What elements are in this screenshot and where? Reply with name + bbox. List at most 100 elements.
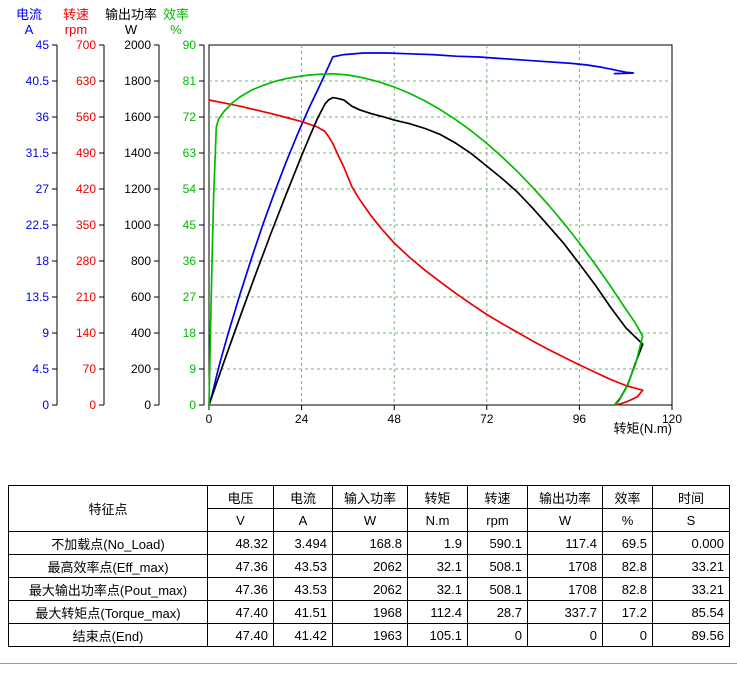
y-tick-label-efficiency: 90 [183, 38, 197, 52]
value-cell: 82.8 [602, 554, 653, 578]
y-tick-label-speed: 630 [76, 74, 96, 88]
curve-power-out [208, 96, 644, 406]
y-axis-title-speed: 转速 [63, 7, 89, 22]
table-row: 最大输出功率点(Pout_max) 47.36 43.53 2062 32.1 508.1… [8, 577, 730, 601]
characteristic-points-table: 特征点 电压 电流 输入功率 转矩 转速 输出功率 效率 时间 V A W N.m rpm W% S 不加载点(… [8, 485, 730, 647]
value-cell: 1708 [527, 577, 603, 601]
value-cell: 1963 [332, 623, 408, 647]
table-row: 最大转矩点(Torque_max) 47.40 41.51 1968 112.4 28.7… [8, 600, 730, 624]
curve-efficiency [208, 72, 644, 406]
value-cell: 0 [467, 623, 528, 647]
y-tick-label-power-out: 400 [131, 326, 151, 340]
y-tick-label-power-out: 1800 [124, 74, 151, 88]
column-unit: rpm [467, 508, 528, 532]
value-cell: 41.51 [273, 600, 333, 624]
value-cell: 17.2 [602, 600, 653, 624]
column-header: 输出功率 [527, 485, 603, 509]
value-cell: 0 [602, 623, 653, 647]
y-tick-label-power-out: 1400 [124, 146, 151, 160]
value-cell: 590.1 [467, 531, 528, 555]
y-tick-label-power-out: 800 [131, 254, 151, 268]
y-tick-label-speed: 560 [76, 110, 96, 124]
y-tick-label-current: 18 [36, 254, 50, 268]
row-label: 最高效率点(Eff_max) [8, 554, 208, 578]
bottom-divider [0, 663, 737, 664]
y-tick-label-speed: 70 [83, 362, 97, 376]
value-cell: 41.42 [273, 623, 333, 647]
column-unit: N.m [407, 508, 468, 532]
column-unit: W [527, 508, 603, 532]
y-tick-label-speed: 280 [76, 254, 96, 268]
characteristic-table-area: 特征点 电压 电流 输入功率 转矩 转速 输出功率 效率 时间 V A W N.m rpm W% S 不加载点(… [8, 485, 737, 647]
value-cell: 117.4 [527, 531, 603, 555]
y-tick-label-power-out: 200 [131, 362, 151, 376]
table-row: 结束点(End) 47.40 41.42 1963 105.1 0 0 0 89.56 [8, 623, 730, 647]
y-tick-label-current: 40.5 [26, 74, 50, 88]
value-cell: 32.1 [407, 554, 468, 578]
y-axis-title-efficiency: 效率 [163, 7, 189, 22]
y-tick-label-current: 31.5 [26, 146, 50, 160]
row-label: 不加载点(No_Load) [8, 531, 208, 555]
curve-speed [208, 99, 644, 406]
value-cell: 89.56 [652, 623, 730, 647]
y-tick-label-efficiency: 0 [189, 398, 196, 412]
value-cell: 32.1 [407, 577, 468, 601]
y-tick-label-efficiency: 9 [189, 362, 196, 376]
value-cell: 0 [527, 623, 603, 647]
value-cell: 508.1 [467, 577, 528, 601]
y-tick-label-speed: 140 [76, 326, 96, 340]
y-tick-label-efficiency: 72 [183, 110, 197, 124]
value-cell: 85.54 [652, 600, 730, 624]
value-cell: 33.21 [652, 577, 730, 601]
value-cell: 2062 [332, 577, 408, 601]
value-cell: 33.21 [652, 554, 730, 578]
value-cell: 168.8 [332, 531, 408, 555]
value-cell: 1968 [332, 600, 408, 624]
value-cell: 47.40 [207, 600, 274, 624]
y-axis-unit-current: A [25, 22, 34, 37]
corner-header: 特征点 [8, 485, 208, 532]
y-tick-label-current: 0 [42, 398, 49, 412]
value-cell: 105.1 [407, 623, 468, 647]
value-cell: 69.5 [602, 531, 653, 555]
x-tick-label: 120 [662, 412, 682, 426]
y-tick-label-speed: 700 [76, 38, 96, 52]
row-label: 结束点(End) [8, 623, 208, 647]
x-tick-label: 24 [295, 412, 309, 426]
value-cell: 112.4 [407, 600, 468, 624]
y-tick-label-current: 9 [42, 326, 49, 340]
y-tick-label-current: 36 [36, 110, 50, 124]
value-cell: 47.40 [207, 623, 274, 647]
y-axis-unit-efficiency: % [170, 22, 182, 37]
plot-border [208, 44, 673, 406]
x-tick-label: 48 [388, 412, 402, 426]
y-tick-label-efficiency: 54 [183, 182, 197, 196]
column-unit: % [602, 508, 653, 532]
x-tick-label: 0 [206, 412, 213, 426]
value-cell: 337.7 [527, 600, 603, 624]
curve-current [208, 52, 635, 406]
y-axis-title-current: 电流 [16, 7, 42, 22]
y-axis-unit-speed: rpm [65, 22, 87, 37]
y-axis-title-power-out: 输出功率 [105, 7, 157, 22]
y-tick-label-efficiency: 18 [183, 326, 197, 340]
y-tick-label-power-out: 0 [144, 398, 151, 412]
column-unit: A [273, 508, 333, 532]
y-tick-label-power-out: 2000 [124, 38, 151, 52]
column-header: 电压 [207, 485, 274, 509]
x-tick-label: 72 [480, 412, 494, 426]
y-tick-label-speed: 210 [76, 290, 96, 304]
y-tick-label-current: 13.5 [26, 290, 50, 304]
value-cell: 0.000 [652, 531, 730, 555]
value-cell: 508.1 [467, 554, 528, 578]
column-header: 效率 [602, 485, 653, 509]
x-axis-title: 转矩(N.m) [614, 421, 673, 436]
y-tick-label-power-out: 1200 [124, 182, 151, 196]
y-tick-label-efficiency: 27 [183, 290, 197, 304]
y-tick-label-efficiency: 36 [183, 254, 197, 268]
column-unit: W [332, 508, 408, 532]
column-header: 输入功率 [332, 485, 408, 509]
value-cell: 82.8 [602, 577, 653, 601]
y-tick-label-power-out: 600 [131, 290, 151, 304]
